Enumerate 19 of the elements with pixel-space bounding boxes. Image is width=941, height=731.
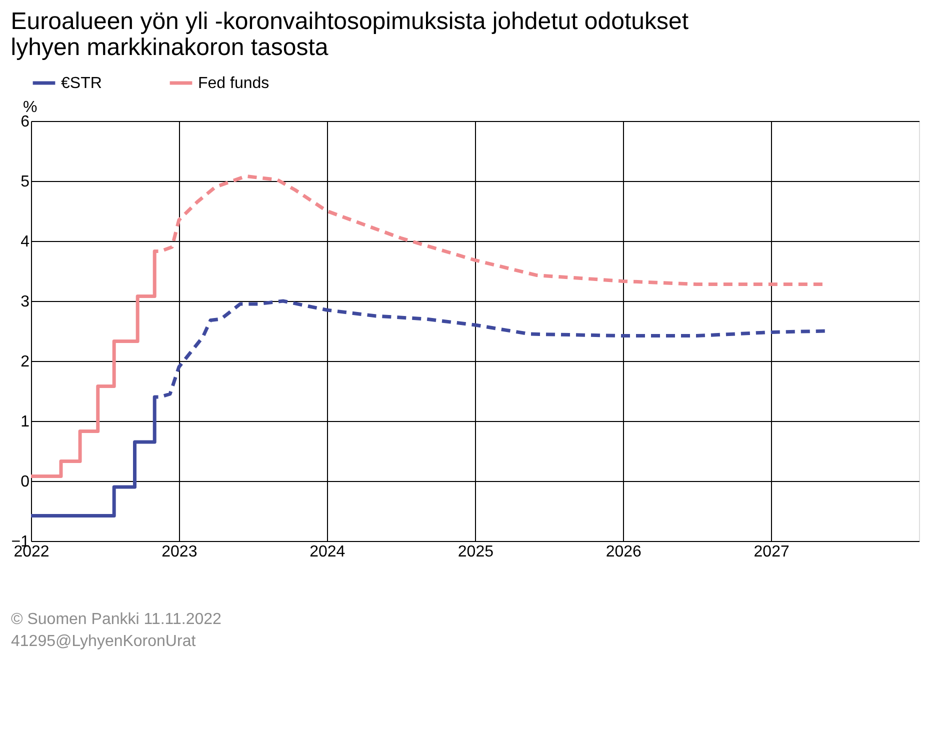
legend-label: €STR xyxy=(61,75,102,92)
text: © Suomen Pankki 11.11.2022 xyxy=(11,611,222,628)
y-tick-label: 0 xyxy=(20,474,30,490)
y-tick-label: 2 xyxy=(20,354,30,370)
legend-label: Fed funds xyxy=(198,75,270,92)
text: 41295@LyhyenKoronUrat xyxy=(11,633,196,650)
chart-title: Euroalueen yön yli -koronvaihtosopimuksista johdetut odotukset lyhyen markkinakoron tasosta xyxy=(10,8,689,61)
y-tick-label: 6 xyxy=(20,114,30,130)
y-tick-label: 1 xyxy=(20,414,30,430)
x-tick-label: 2027 xyxy=(754,544,790,560)
x-tick-label: 2026 xyxy=(606,544,642,560)
x-tick-label: 2023 xyxy=(162,544,198,560)
x-tick-label: 2024 xyxy=(310,544,346,560)
line-series xyxy=(162,299,828,398)
y-tick-label: 3 xyxy=(20,294,30,310)
y-tick-label: 4 xyxy=(20,234,30,250)
y-axis-title: % xyxy=(23,99,38,116)
y-tick-label: 5 xyxy=(20,174,30,190)
x-tick-label: 2025 xyxy=(458,544,494,560)
